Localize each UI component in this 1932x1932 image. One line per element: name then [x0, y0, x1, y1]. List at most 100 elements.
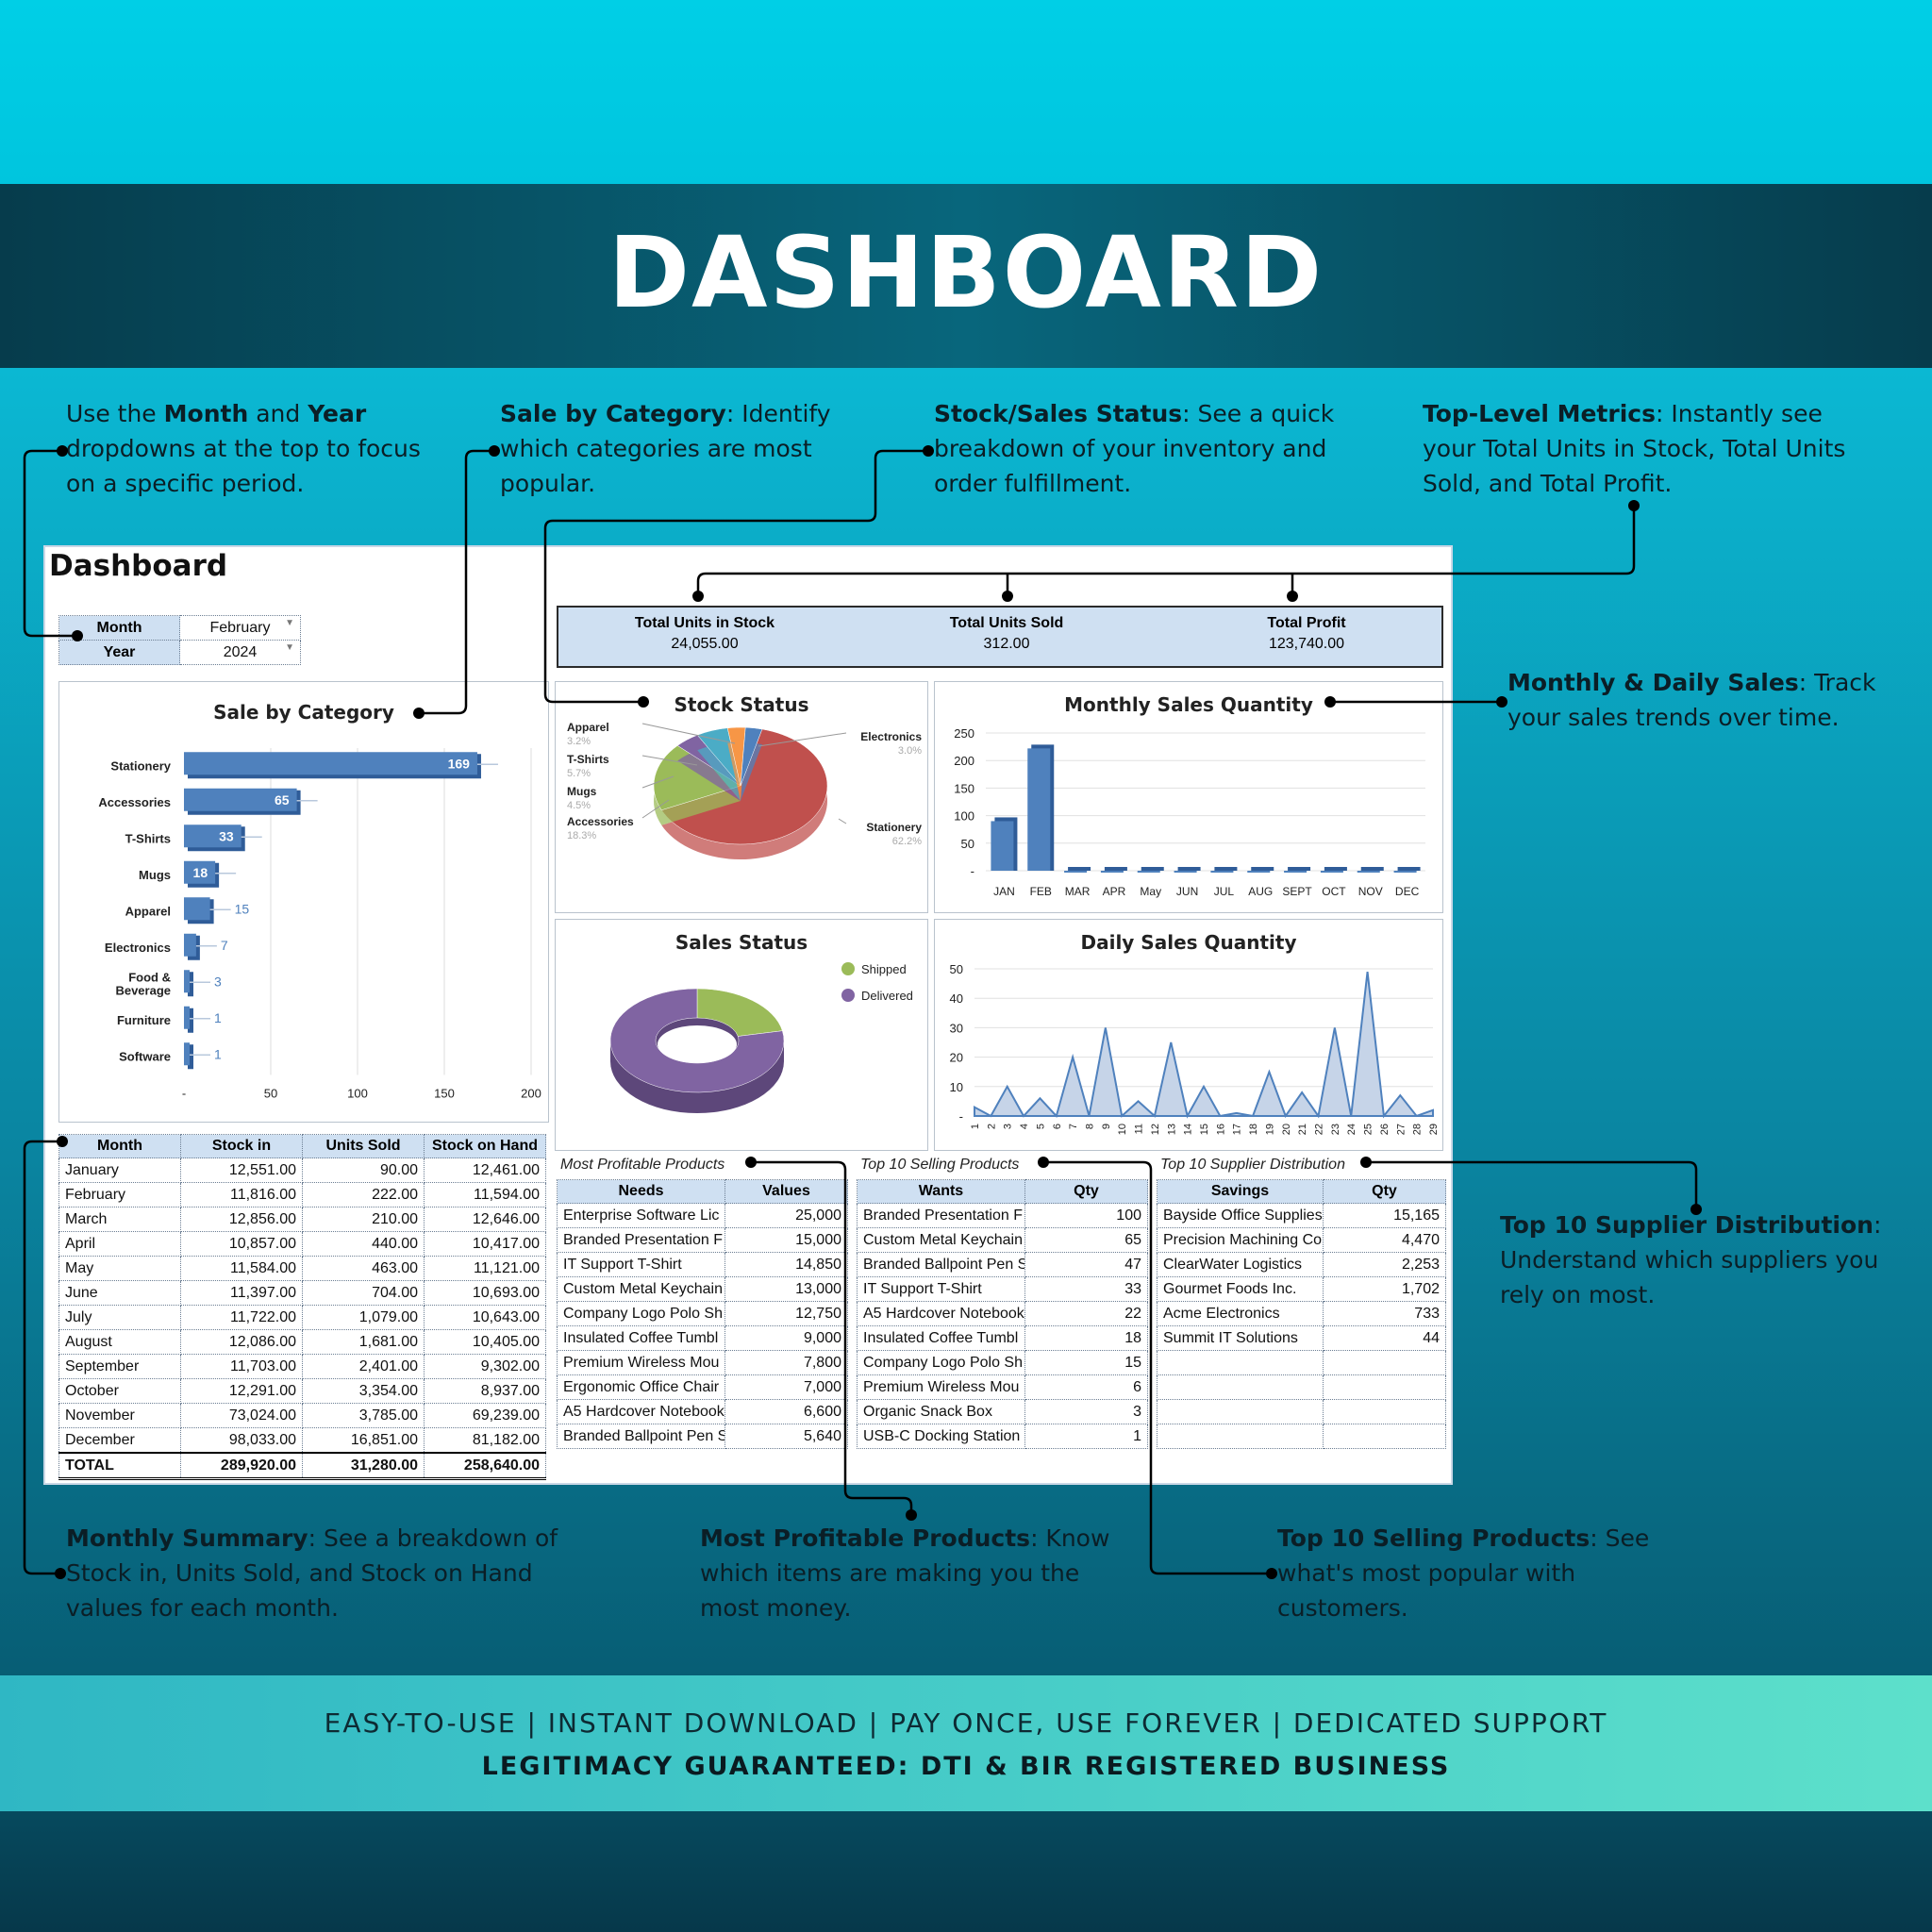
table-row: Summit IT Solutions 44 — [1157, 1325, 1446, 1351]
chart-title: Sale by Category — [213, 701, 394, 724]
bar — [1284, 871, 1307, 873]
metrics-bar: Total Units in Stock 24,055.00 Total Unit… — [557, 606, 1443, 668]
data-label: 18 — [193, 865, 208, 880]
table-cell: 12,086.00 — [180, 1329, 303, 1355]
note-monthly-daily: Monthly & Daily Sales: Track your sales … — [1507, 669, 1876, 731]
table-cell: A5 Hardcover Notebook — [557, 1399, 725, 1424]
table-cell: 1,079.00 — [302, 1305, 425, 1330]
x-tick-label: 6 — [1052, 1124, 1063, 1129]
table-cell: Enterprise Software Lic — [557, 1203, 725, 1228]
sheet-title: Dashboard — [49, 549, 228, 583]
x-tick-label: 7 — [1068, 1124, 1079, 1129]
stock-status-panel: Stock Status Stationery 62.2% Accessories 1… — [555, 681, 928, 913]
column-header: Stock on Hand — [424, 1134, 546, 1158]
x-tick-label: 19 — [1264, 1124, 1275, 1135]
note-supplier: Top 10 Supplier Distribution: Understand… — [1500, 1211, 1882, 1308]
table-row: February 11,816.00 222.00 11,594.00 — [58, 1182, 546, 1208]
pie-label: Apparel — [567, 721, 609, 734]
bar — [184, 824, 242, 848]
category-label: Electronics — [105, 941, 171, 955]
bar — [1247, 871, 1271, 873]
bar-shadow — [1141, 867, 1164, 871]
y-tick-label: 100 — [954, 809, 974, 824]
legend-label: Shipped — [861, 962, 907, 976]
table-cell: August — [58, 1329, 181, 1355]
table-cell: 2,253 — [1323, 1252, 1446, 1277]
x-tick-label: 14 — [1183, 1124, 1194, 1135]
table-cell: 4,470 — [1323, 1227, 1446, 1253]
legend-marker — [841, 962, 855, 975]
chart-title: Sales Status — [675, 931, 808, 954]
x-tick-label: 11 — [1134, 1124, 1145, 1134]
table-cell: 47 — [1024, 1252, 1148, 1277]
column-header: Qty — [1323, 1179, 1446, 1204]
bar — [184, 860, 216, 884]
category-label: Software — [119, 1049, 171, 1063]
table-cell: 73,024.00 — [180, 1403, 303, 1428]
y-tick-label: - — [959, 1109, 963, 1124]
bar-shadow — [1360, 867, 1384, 871]
category-label: T-Shirts — [125, 831, 171, 845]
table-cell: February — [58, 1182, 181, 1208]
x-tick-label: FEB — [1030, 885, 1052, 898]
x-tick-label: 21 — [1297, 1124, 1308, 1135]
x-tick-label: 10 — [1117, 1124, 1128, 1135]
bar-shadow — [188, 972, 193, 997]
table-cell: December — [58, 1427, 181, 1454]
table-cell: 9,302.00 — [424, 1354, 546, 1379]
category-label: Stationery — [110, 758, 171, 773]
category-label: Beverage — [115, 983, 171, 997]
bar — [1027, 748, 1051, 871]
table-cell: 31,280.00 — [302, 1452, 425, 1480]
stock-status-chart: Stationery 62.2% Accessories 18.3% Mugs 4.5% T… — [567, 721, 922, 859]
pie-slice-side — [677, 750, 741, 801]
column-header: Values — [724, 1179, 848, 1204]
x-tick-label: JUL — [1214, 885, 1235, 898]
table-cell: Gourmet Foods Inc. — [1157, 1276, 1324, 1302]
legend-marker — [841, 989, 855, 1002]
category-label: Accessories — [98, 795, 171, 809]
bar — [991, 821, 1014, 871]
x-tick-label: 26 — [1379, 1124, 1391, 1135]
bar — [184, 1006, 190, 1029]
table-cell: 12,461.00 — [424, 1158, 546, 1183]
bar-shadow — [1324, 867, 1347, 871]
table-cell: Branded Ballpoint Pen S — [557, 1424, 725, 1449]
table-cell: Branded Ballpoint Pen S — [857, 1252, 1025, 1277]
table-row: Gourmet Foods Inc. 1,702 — [1157, 1276, 1446, 1302]
x-tick-label: APR — [1103, 885, 1126, 898]
pie-label: Stationery — [866, 821, 922, 834]
table-row: Company Logo Polo Sh 12,750 — [557, 1301, 848, 1326]
bar — [1174, 871, 1197, 873]
bar-shadow — [1104, 867, 1127, 871]
table-row: Premium Wireless Mou 7,800 — [557, 1350, 848, 1375]
table-cell: Premium Wireless Mou — [857, 1374, 1025, 1400]
year-dropdown[interactable]: 2024 ▼ — [179, 640, 301, 665]
x-tick-label: 15 — [1199, 1124, 1210, 1135]
table-cell: 10,405.00 — [424, 1329, 546, 1355]
y-tick-label: - — [971, 864, 974, 878]
sales-status-chart: Shipped Delivered — [609, 962, 913, 1113]
table-row: Branded Ballpoint Pen S 47 — [857, 1252, 1148, 1277]
x-tick-label: 17 — [1232, 1124, 1243, 1135]
x-tick-label: 25 — [1363, 1124, 1374, 1135]
chart-title: Stock Status — [674, 693, 809, 716]
table-cell: 6,600 — [724, 1399, 848, 1424]
y-tick-label: 30 — [950, 1021, 963, 1035]
dashboard-sheet: Dashboard Month February ▼ Year 2024 ▼ Tot… — [43, 545, 1453, 1485]
monthly-summary-table: Month Stock in Units Sold Stock on Hand Jan… — [58, 1134, 546, 1480]
bar-shadow — [1288, 867, 1311, 871]
table-cell: 11,121.00 — [424, 1256, 546, 1281]
table-cell: 3,785.00 — [302, 1403, 425, 1428]
table-cell: 10,857.00 — [180, 1231, 303, 1257]
donut-hole — [658, 1025, 737, 1063]
x-tick-label: AUG — [1248, 885, 1273, 898]
x-tick-label: 18 — [1248, 1124, 1259, 1135]
pie-pct-label: 5.7% — [567, 768, 591, 779]
table-cell: 5,640 — [724, 1424, 848, 1449]
chart-title: Daily Sales Quantity — [1080, 931, 1297, 954]
note-stock-sales: Stock/Sales Status: See a quick breakdow… — [934, 400, 1335, 497]
table-cell: 69,239.00 — [424, 1403, 546, 1428]
x-tick-label: 28 — [1412, 1124, 1424, 1135]
